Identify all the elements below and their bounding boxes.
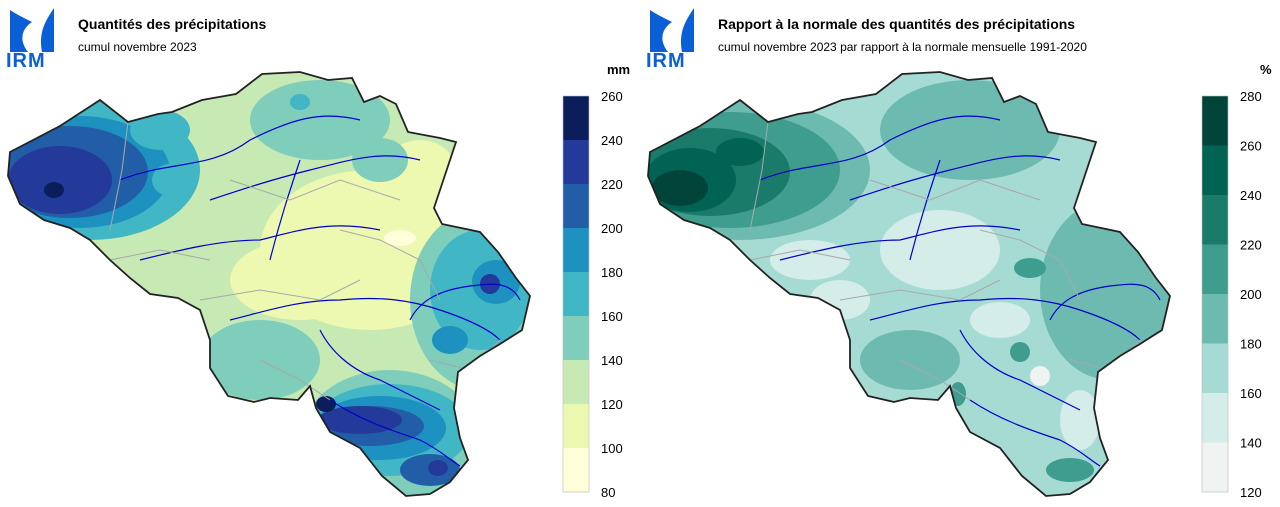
- legend-swatch: [1202, 96, 1228, 146]
- ratio-map: [647, 71, 1171, 497]
- irm-logo: [650, 8, 694, 52]
- legend-swatch: [563, 316, 589, 361]
- map-title: Rapport à la normale des quantités des p…: [718, 16, 1076, 32]
- belgium-border: [647, 71, 1171, 497]
- legend-swatch: [1202, 343, 1228, 394]
- legend-unit: %: [1260, 62, 1272, 77]
- legend-swatch: [1202, 145, 1228, 196]
- legend-tick-label: 200: [1240, 287, 1262, 302]
- legend-swatch: [563, 448, 589, 493]
- irm-logo-text: IRM: [6, 50, 46, 72]
- legend-tick-label: 240: [1240, 188, 1262, 203]
- map-subtitle: cumul novembre 2023: [78, 40, 197, 54]
- legend-tick-label: 280: [1240, 89, 1262, 104]
- precipitation-map: [7, 71, 531, 497]
- legend-tick-label: 260: [601, 89, 623, 104]
- legend-swatch: [563, 140, 589, 185]
- legend-tick-label: 180: [1240, 337, 1262, 352]
- legend-swatch: [563, 272, 589, 317]
- legend-swatch: [1202, 244, 1228, 295]
- legend-tick-label: 260: [1240, 139, 1262, 154]
- legend-swatch: [1202, 442, 1228, 493]
- map-title: Quantités des précipitations: [78, 16, 267, 32]
- legend-unit: mm: [607, 62, 631, 77]
- legend-swatch: [1202, 393, 1228, 443]
- irm-logo-text: IRM: [646, 50, 686, 72]
- legend-tick-label: 160: [1240, 386, 1262, 401]
- legend-tick-label: 220: [601, 177, 623, 192]
- legend-tick-label: 220: [1240, 238, 1262, 253]
- legend-swatch: [563, 96, 589, 141]
- legend-tick-label: 100: [601, 441, 623, 456]
- legend-swatch: [563, 360, 589, 405]
- legend-tick-label: 120: [1240, 485, 1262, 500]
- legend-tick-label: 80: [601, 485, 615, 500]
- legend-tick-label: 240: [601, 133, 623, 148]
- legend-swatch: [563, 228, 589, 273]
- legend-swatch: [1202, 195, 1228, 245]
- ratio-panel: IRM Rapport à la normale des quantités d…: [640, 0, 1280, 507]
- precipitation-panel: IRM Quantités des précipitations cumul n…: [6, 8, 631, 500]
- legend-swatch: [1202, 294, 1228, 344]
- legend-tick-label: 120: [601, 397, 623, 412]
- legend-swatch: [563, 184, 589, 229]
- legend-tick-label: 140: [1240, 436, 1262, 451]
- legend-tick-label: 160: [601, 309, 623, 324]
- legend-tick-label: 180: [601, 265, 623, 280]
- legend-tick-label: 200: [601, 221, 623, 236]
- map-subtitle: cumul novembre 2023 par rapport à la nor…: [718, 40, 1087, 54]
- legend-tick-label: 140: [601, 353, 623, 368]
- belgium-border: [7, 71, 531, 497]
- irm-logo: [10, 8, 54, 52]
- legend-swatch: [563, 404, 589, 449]
